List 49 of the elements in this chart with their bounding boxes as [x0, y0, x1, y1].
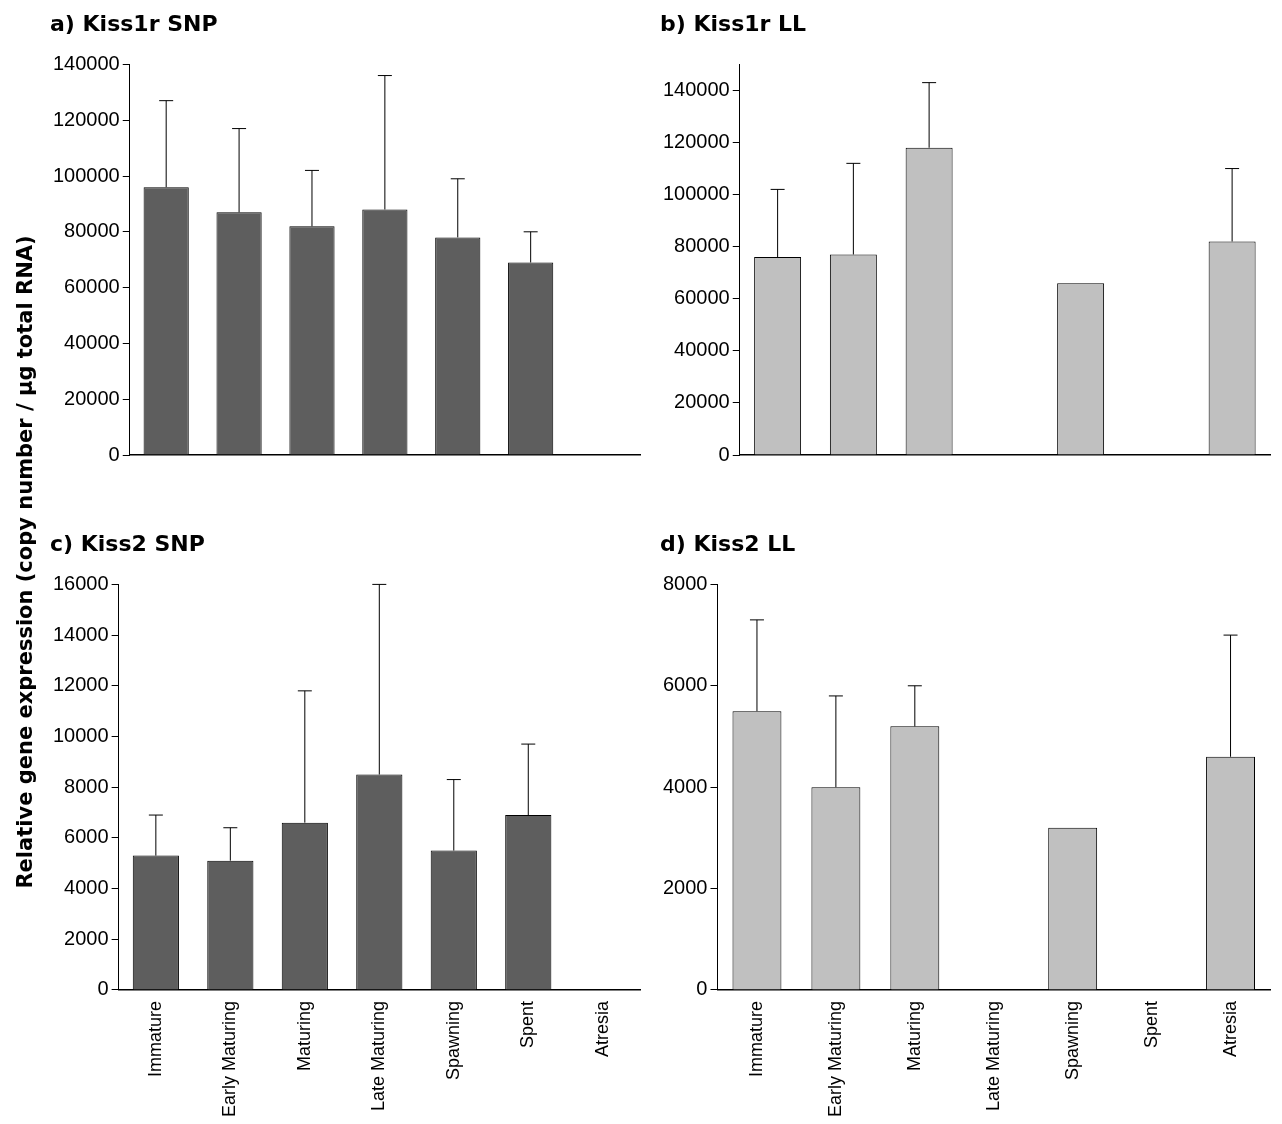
y-tick-label: 6000	[64, 825, 109, 848]
y-tick-label: 20000	[674, 390, 730, 413]
x-tick-label: Early Maturing	[824, 1000, 845, 1117]
y-tick-label: 16000	[52, 571, 109, 594]
y-tick-label: 10000	[52, 724, 109, 746]
x-tick-label: Immature	[745, 1000, 766, 1077]
x-tick-label: Spawning	[1061, 1000, 1082, 1081]
y-tick-label: 140000	[662, 77, 730, 100]
y-tick-label: 4000	[662, 774, 708, 797]
x-tick-label: Spent	[1140, 1000, 1161, 1048]
y-tick-label: 100000	[662, 182, 730, 205]
y-tick-label: 20000	[64, 386, 120, 409]
x-tick-label: Early Maturing	[219, 1000, 240, 1117]
y-tick-label: 0	[696, 977, 708, 1000]
y-tick-label: 6000	[662, 673, 708, 696]
y-tick-label: 120000	[662, 130, 730, 153]
x-tick-label: Maturing	[903, 1000, 924, 1071]
x-tick-label: Spawning	[442, 1000, 463, 1081]
y-tick-label: 0	[108, 442, 120, 465]
y-tick-label: 40000	[674, 338, 730, 361]
y-tick-label: 100000	[52, 163, 120, 186]
x-tick-label: Spent	[517, 1000, 538, 1048]
y-tick-label: 8000	[64, 774, 109, 797]
chart-title: a) Kiss1r SNP	[50, 10, 218, 36]
y-tick-label: 60000	[64, 275, 120, 298]
x-tick-label: Late Maturing	[982, 1000, 1003, 1112]
x-tick-label: Maturing	[293, 1000, 314, 1071]
x-tick-label: Atresia	[591, 999, 612, 1057]
y-tick-label: 60000	[674, 286, 730, 309]
y-tick-label: 140000	[52, 51, 120, 74]
y-tick-label: 14000	[52, 622, 109, 645]
y-tick-label: 120000	[52, 107, 120, 130]
y-tick-label: 2000	[64, 926, 109, 949]
y-axis-title: Relative gene expression (copy number / µg total RNA)	[13, 235, 38, 889]
chart-title: c) Kiss2 SNP	[50, 530, 205, 556]
y-tick-label: 40000	[64, 330, 120, 353]
x-tick-label: Atresia	[1219, 999, 1240, 1057]
y-tick-label: 8000	[662, 571, 708, 594]
y-tick-label: 80000	[674, 234, 730, 257]
y-tick-label: 2000	[662, 876, 708, 899]
y-tick-label: 4000	[64, 876, 109, 899]
chart-title: d) Kiss2 LL	[660, 530, 796, 556]
chart-title: b) Kiss1r LL	[660, 10, 807, 36]
y-tick-label: 80000	[64, 219, 120, 242]
y-tick-label: 0	[718, 442, 730, 465]
x-tick-label: Immature	[144, 1000, 165, 1077]
y-tick-label: 12000	[52, 673, 109, 696]
x-tick-label: Late Maturing	[368, 1000, 389, 1112]
y-tick-label: 0	[97, 977, 109, 1000]
